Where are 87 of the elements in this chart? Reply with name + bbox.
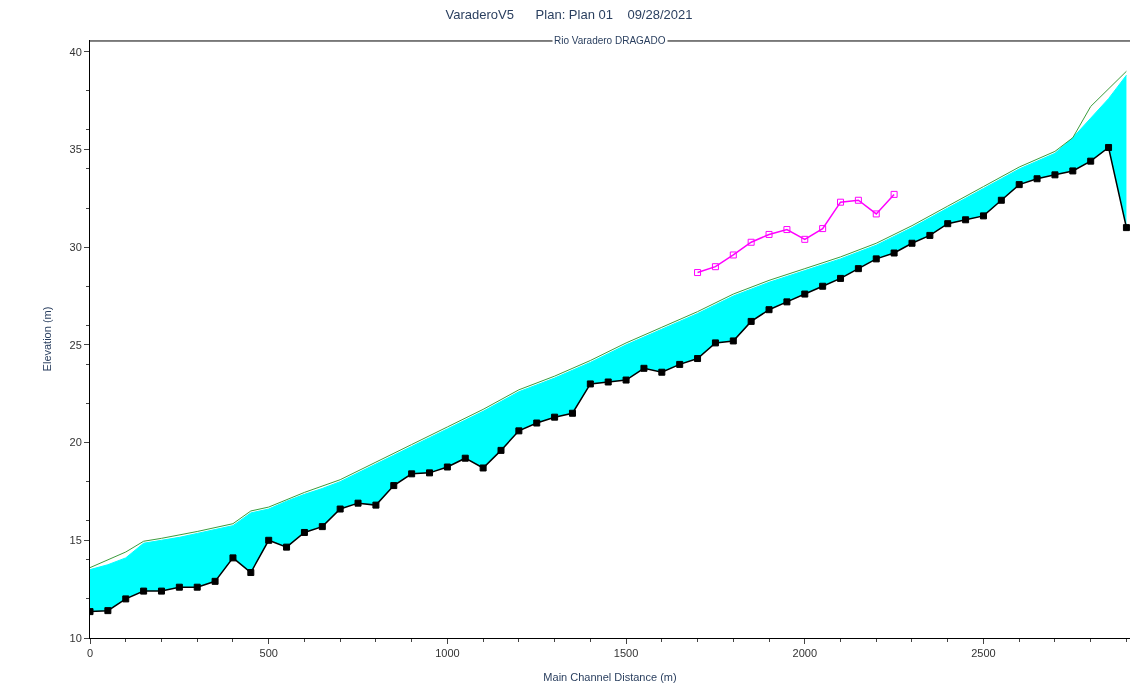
point [390, 482, 398, 490]
x-tick-label: 2000 [792, 647, 818, 660]
point [122, 595, 130, 603]
point [890, 249, 898, 257]
point [247, 569, 255, 577]
point [354, 499, 362, 507]
point [586, 380, 594, 388]
point [962, 216, 970, 224]
point [104, 607, 112, 615]
point [747, 238, 755, 246]
point [676, 360, 684, 368]
point [300, 528, 308, 536]
point [872, 210, 880, 218]
point [408, 470, 416, 478]
y-tick-label: 10 [69, 631, 82, 644]
point [944, 220, 952, 228]
point [997, 196, 1005, 204]
point [801, 290, 809, 298]
point [837, 198, 845, 206]
point [694, 355, 702, 363]
point [318, 523, 326, 531]
x-tick-label: 1000 [435, 647, 460, 660]
point [783, 298, 791, 306]
point [819, 282, 827, 290]
x-tick-label: 2500 [971, 647, 996, 660]
point [533, 419, 541, 427]
point [140, 587, 148, 595]
y-tick-label: 35 [69, 143, 82, 156]
point [193, 583, 201, 591]
point [872, 255, 880, 263]
point [765, 306, 773, 314]
point [551, 413, 559, 421]
point [694, 269, 702, 277]
point [426, 469, 434, 477]
y-tick-label: 20 [69, 436, 82, 449]
annotation: Rio Varadero DRAGADO [554, 35, 666, 46]
chart-title: VaraderoV5 Plan: Plan 01 09/28/2021 [445, 7, 693, 23]
point [265, 536, 273, 544]
point [1105, 143, 1113, 151]
point [711, 339, 719, 347]
point [837, 274, 845, 282]
point [926, 231, 934, 239]
point [229, 554, 237, 562]
y-axis-title: Elevation (m) [41, 306, 54, 372]
point [211, 577, 219, 585]
point [1069, 167, 1077, 175]
point [461, 454, 469, 462]
point [1122, 224, 1130, 232]
point [157, 587, 165, 595]
point [336, 505, 344, 513]
point [783, 226, 791, 234]
x-tick-label: 500 [259, 647, 278, 660]
point [1033, 175, 1041, 183]
x-axis-title: Main Channel Distance (m) [543, 671, 677, 684]
point [1051, 171, 1059, 179]
point [1015, 181, 1023, 189]
point [1087, 157, 1095, 165]
point [729, 251, 737, 259]
point [765, 230, 773, 238]
point [568, 409, 576, 417]
point [640, 364, 648, 372]
point [979, 212, 987, 220]
x-tick-label: 0 [86, 647, 94, 660]
point [515, 427, 523, 435]
point [622, 376, 630, 384]
point [283, 543, 291, 551]
point [819, 225, 827, 233]
point [372, 501, 380, 509]
y-tick-label: 30 [69, 241, 82, 253]
point [854, 265, 862, 273]
point [497, 446, 505, 454]
point [479, 464, 487, 472]
point [890, 190, 898, 198]
point [908, 239, 916, 247]
point [747, 317, 755, 325]
y-tick-label: 40 [69, 45, 82, 58]
point [854, 196, 862, 204]
point [443, 463, 451, 471]
point [658, 368, 666, 376]
point [801, 235, 809, 243]
y-tick-label: 25 [69, 338, 82, 351]
x-tick-label: 1500 [613, 647, 639, 660]
y-tick-label: 15 [69, 534, 82, 547]
point [729, 337, 737, 345]
point [711, 263, 719, 271]
point [604, 378, 612, 386]
point [175, 583, 183, 591]
